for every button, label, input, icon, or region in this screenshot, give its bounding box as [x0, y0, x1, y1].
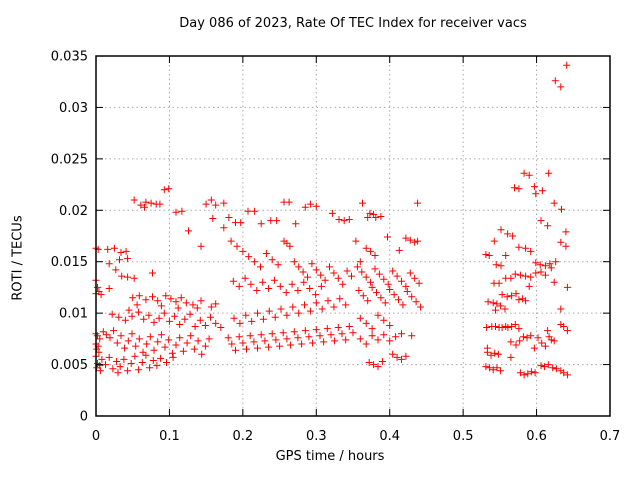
- y-tick-label: 0.025: [51, 152, 88, 167]
- plot-frame: [95, 55, 611, 417]
- y-tick-label: 0: [80, 410, 88, 425]
- x-tick-label: 0.7: [600, 429, 621, 444]
- x-tick-label: 0.3: [306, 429, 327, 444]
- gridlines: [96, 56, 610, 416]
- x-tick-labels: 0 0.1 0.2 0.3 0.4 0.5 0.6 0.7: [92, 429, 620, 444]
- y-tick-label: 0.035: [51, 50, 88, 65]
- x-tick-label: 0.2: [233, 429, 254, 444]
- y-tick-label: 0.005: [51, 358, 88, 373]
- axis-ticks: [95, 55, 611, 417]
- x-tick-label: 0.5: [453, 429, 474, 444]
- y-tick-label: 0.03: [59, 101, 88, 116]
- x-tick-label: 0.4: [379, 429, 400, 444]
- chart-title: Day 086 of 2023, Rate Of TEC Index for r…: [179, 16, 527, 31]
- x-tick-label: 0.6: [526, 429, 547, 444]
- x-tick-label: 0: [92, 429, 100, 444]
- y-axis-label: ROTI / TECUs: [10, 215, 26, 301]
- y-tick-label: 0.015: [51, 255, 88, 270]
- x-tick-label: 0.1: [159, 429, 180, 444]
- x-axis-label: GPS time / hours: [275, 449, 385, 464]
- y-tick-label: 0.02: [59, 204, 88, 219]
- data-points: [92, 61, 571, 379]
- y-tick-labels: 0 0.005 0.01 0.015 0.02 0.025 0.03 0.035: [51, 50, 88, 425]
- y-tick-label: 0.01: [59, 307, 88, 322]
